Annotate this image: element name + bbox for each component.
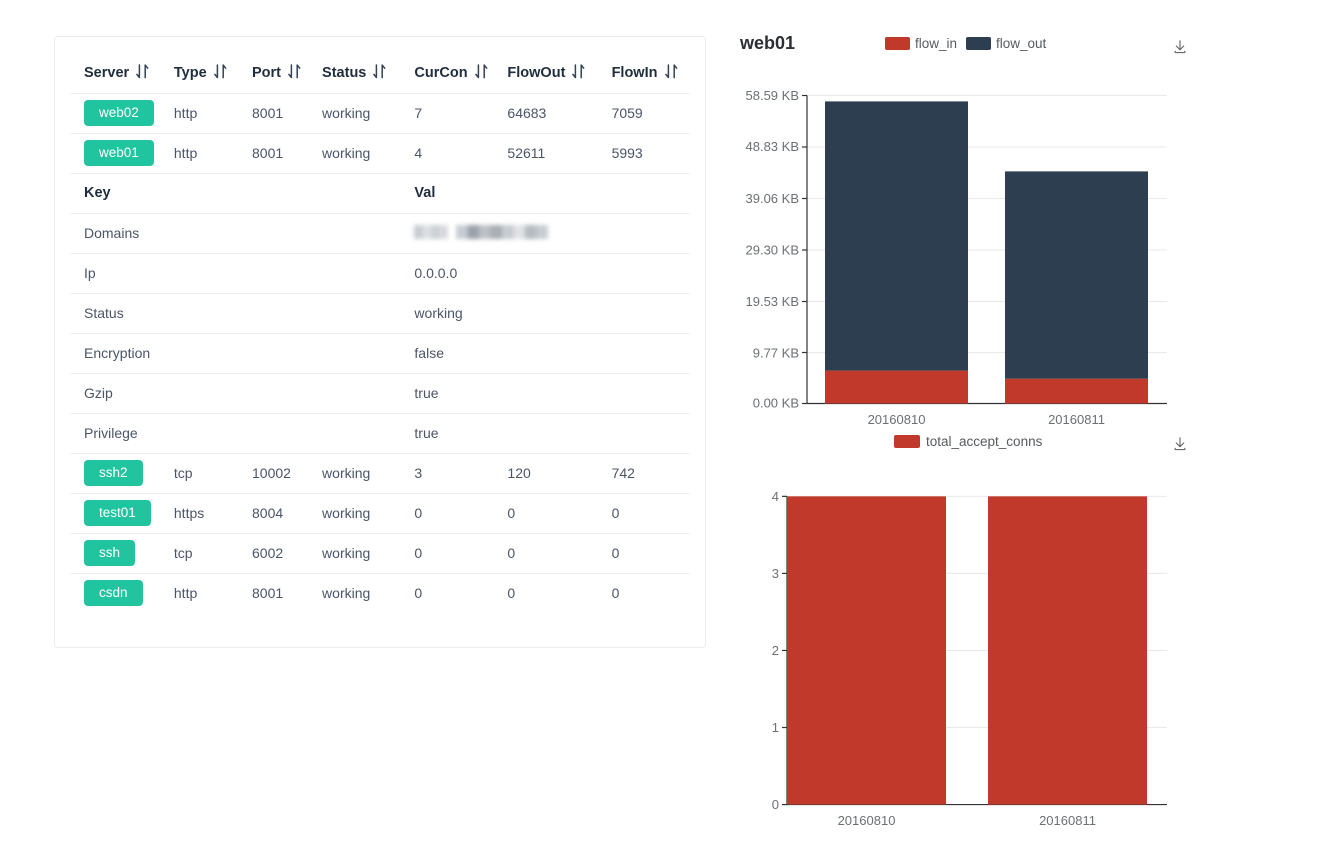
svg-text:58.59 KB: 58.59 KB bbox=[746, 88, 800, 103]
svg-text:19.53 KB: 19.53 KB bbox=[746, 294, 800, 309]
svg-text:48.83 KB: 48.83 KB bbox=[746, 139, 800, 154]
svg-text:0.00 KB: 0.00 KB bbox=[753, 396, 799, 411]
svg-text:0: 0 bbox=[772, 797, 779, 812]
svg-text:29.30 KB: 29.30 KB bbox=[746, 243, 800, 258]
svg-text:20160811: 20160811 bbox=[1039, 813, 1096, 828]
svg-text:20160810: 20160810 bbox=[868, 412, 926, 427]
svg-text:4: 4 bbox=[772, 489, 779, 504]
svg-text:20160810: 20160810 bbox=[838, 813, 896, 828]
svg-text:9.77 KB: 9.77 KB bbox=[753, 346, 799, 361]
svg-text:3: 3 bbox=[772, 566, 779, 581]
svg-text:1: 1 bbox=[772, 720, 779, 735]
svg-text:2: 2 bbox=[772, 643, 779, 658]
svg-text:39.06 KB: 39.06 KB bbox=[746, 191, 800, 206]
svg-text:20160811: 20160811 bbox=[1048, 412, 1105, 427]
